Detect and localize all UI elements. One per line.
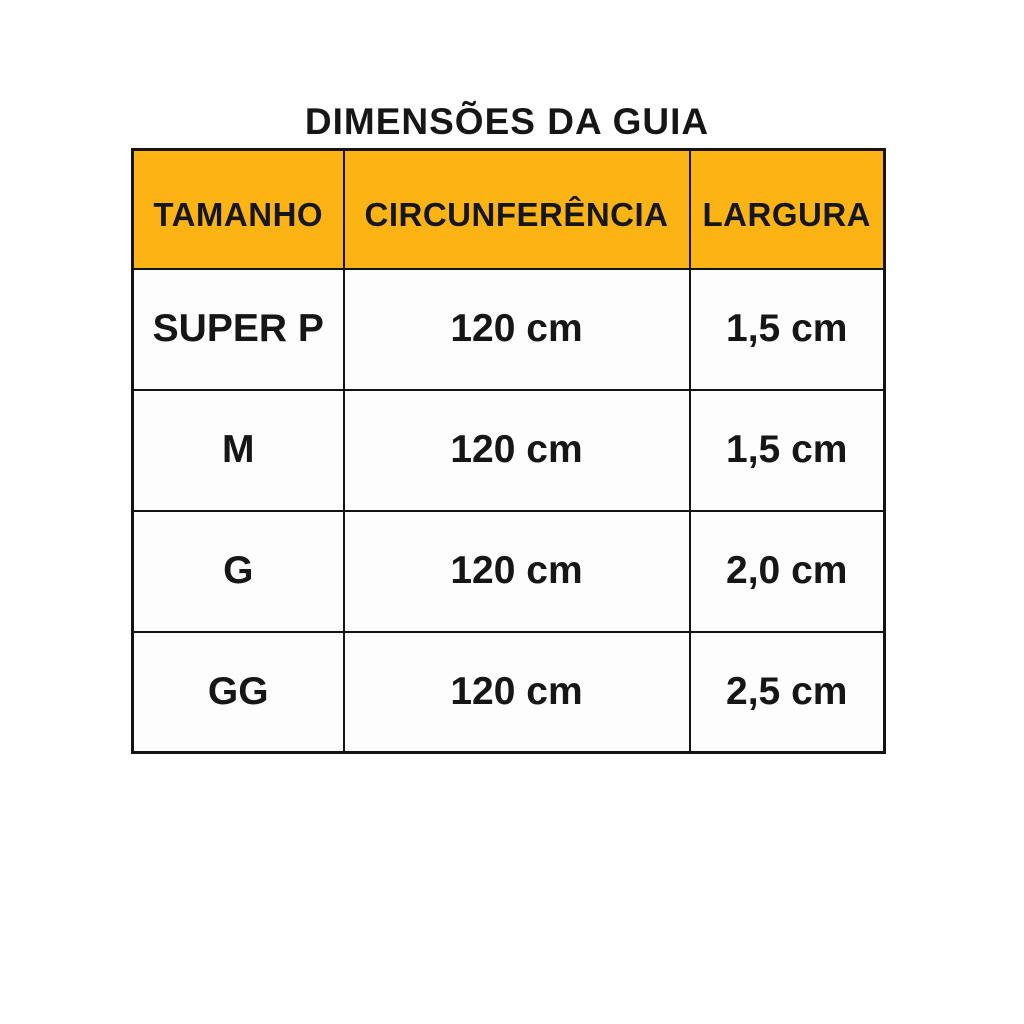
cell-circunferencia: 120 cm [342, 388, 691, 512]
size-chart-table: TAMANHO CIRCUNFERÊNCIA LARGURA SUPER P 1… [131, 148, 886, 754]
cell-largura: 2,5 cm [688, 630, 886, 754]
cell-circunferencia: 120 cm [342, 509, 691, 633]
table-row: M 120 cm 1,5 cm [131, 388, 886, 512]
table-body: SUPER P 120 cm 1,5 cm M 120 cm 1,5 cm G … [131, 267, 886, 754]
cell-largura: 2,0 cm [688, 509, 886, 633]
header-row: TAMANHO CIRCUNFERÊNCIA LARGURA [131, 148, 886, 270]
header-circunferencia: CIRCUNFERÊNCIA [342, 148, 691, 270]
header-tamanho: TAMANHO [131, 148, 345, 270]
cell-tamanho: G [131, 509, 345, 633]
cell-circunferencia: 120 cm [342, 267, 691, 391]
cell-tamanho: M [131, 388, 345, 512]
page-title: DIMENSÕES DA GUIA [304, 101, 710, 142]
cell-circunferencia: 120 cm [342, 630, 691, 754]
cell-tamanho: GG [131, 630, 345, 754]
cell-largura: 1,5 cm [688, 267, 886, 391]
table-row: G 120 cm 2,0 cm [131, 509, 886, 633]
header-largura: LARGURA [688, 148, 886, 270]
cell-tamanho: SUPER P [131, 267, 345, 391]
table-row: SUPER P 120 cm 1,5 cm [131, 267, 886, 391]
table-header: TAMANHO CIRCUNFERÊNCIA LARGURA [131, 148, 886, 270]
table-row: GG 120 cm 2,5 cm [131, 630, 886, 754]
cell-largura: 1,5 cm [688, 388, 886, 512]
